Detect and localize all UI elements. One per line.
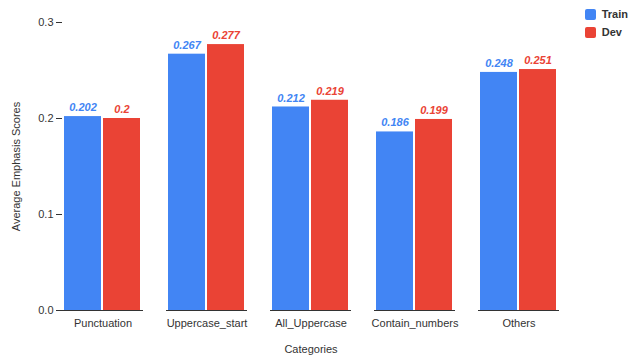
svg-text:0.2: 0.2 xyxy=(38,112,53,124)
svg-text:0.202: 0.202 xyxy=(69,101,97,113)
svg-text:0.0: 0.0 xyxy=(38,304,53,316)
svg-text:Uppercase_start: Uppercase_start xyxy=(167,317,248,329)
svg-text:0.251: 0.251 xyxy=(524,54,552,66)
svg-text:0.3: 0.3 xyxy=(38,16,53,28)
svg-text:0.2: 0.2 xyxy=(114,103,129,115)
svg-text:Contain_numbers: Contain_numbers xyxy=(372,317,459,329)
svg-text:0.1: 0.1 xyxy=(38,208,53,220)
html-text:Train: Train xyxy=(601,8,628,20)
svg-text:All_Uppercase: All_Uppercase xyxy=(275,317,347,329)
html-text:Dev: Dev xyxy=(601,26,622,38)
svg-text:0.219: 0.219 xyxy=(316,85,344,97)
svg-text:Average Emphasis Scores: Average Emphasis Scores xyxy=(10,101,22,231)
svg-text:0.186: 0.186 xyxy=(381,116,409,128)
svg-text:0.199: 0.199 xyxy=(420,104,448,116)
svg-text:0.267: 0.267 xyxy=(173,39,201,51)
svg-text:0.277: 0.277 xyxy=(212,29,240,41)
svg-text:Categories: Categories xyxy=(284,343,338,355)
svg-text:0.248: 0.248 xyxy=(485,57,513,69)
svg-text:0.212: 0.212 xyxy=(277,92,305,104)
svg-text:Others: Others xyxy=(502,317,536,329)
svg-text:Punctuation: Punctuation xyxy=(74,317,132,329)
